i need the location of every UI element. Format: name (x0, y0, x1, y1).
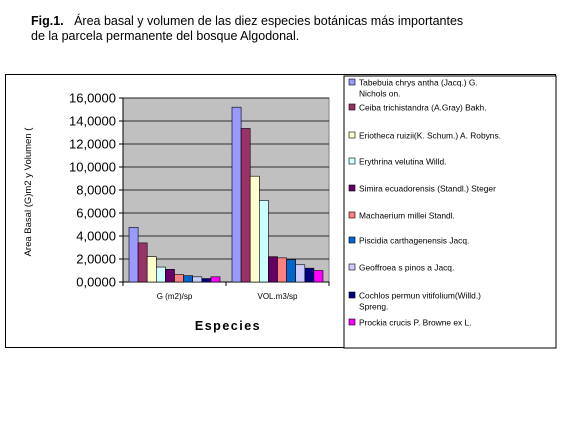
legend-swatch (348, 131, 356, 139)
bar (165, 269, 175, 283)
legend-label-line: Piscidia carthagenensis Jacq. (359, 236, 469, 246)
legend-label: Piscidia carthagenensis Jacq. (359, 236, 469, 246)
y-tick-label: 12,0000 (69, 137, 116, 152)
bar (128, 227, 139, 283)
bar (277, 257, 287, 283)
legend-label: Machaerium millei Standl. (359, 211, 455, 221)
y-tick-label: 10,0000 (69, 160, 116, 175)
legend-label-line: Tabebuia chrys antha (Jacq.) G. (359, 78, 478, 88)
bar (192, 276, 203, 283)
legend-label-line: Ceiba trichistandra (A.Gray) Bakh. (359, 103, 487, 113)
x-tick-label: G (m2)/sp (157, 292, 193, 301)
figure-caption: Fig.1. Área basal y volumen de las diez … (31, 14, 551, 44)
legend-label: Simira ecuadorensis (Standl.) Steger (359, 184, 496, 194)
legend-label: Cochlos permun vitifolium(Willd.) Spreng. (359, 291, 481, 312)
figure-label: Fig.1. (31, 14, 64, 28)
bar (137, 242, 148, 283)
bar (210, 276, 221, 283)
legend-swatch (348, 184, 356, 192)
legend-label: Geoffroea s pinos a Jacq. (359, 263, 454, 273)
caption-line-1: Fig.1. Área basal y volumen de las diez … (31, 14, 551, 29)
bar (174, 274, 184, 283)
legend-label: Tabebuia chrys antha (Jacq.) G. Nichols o… (359, 78, 478, 99)
legend-swatch (348, 103, 356, 111)
legend-label-line: Eriotheca ruizii(K. Schum.) A. Robyns. (359, 131, 501, 141)
legend-swatch (348, 263, 356, 271)
legend-swatch (348, 157, 356, 165)
legend-swatch (348, 78, 356, 86)
legend-label-line: Spreng. (359, 302, 388, 312)
y-tick-label: 0,0000 (76, 275, 116, 290)
caption-text-1: Área basal y volumen de las diez especie… (74, 14, 464, 28)
legend-label-line: Geoffroea s pinos a Jacq. (359, 263, 454, 273)
y-tick-label: 4,0000 (76, 229, 116, 244)
bar (268, 256, 278, 283)
bar (183, 275, 194, 283)
bar (295, 264, 306, 283)
y-tick-label: 8,0000 (76, 183, 116, 198)
bar (286, 259, 297, 283)
y-tick-label: 14,0000 (69, 114, 116, 129)
legend-label: Eriotheca ruizii(K. Schum.) A. Robyns. (359, 131, 501, 141)
legend-label-line: Erythrina velutina Willd. (359, 157, 447, 167)
bar (249, 175, 260, 283)
bar (304, 267, 315, 283)
bar (313, 270, 324, 283)
legend-box (343, 75, 557, 349)
legend-swatch (348, 318, 356, 326)
legend-label: Ceiba trichistandra (A.Gray) Bakh. (359, 103, 487, 113)
legend-swatch (348, 291, 356, 299)
caption-line-2: de la parcela permanente del bosque Algo… (31, 29, 300, 43)
legend-label-line: Cochlos permun vitifolium(Willd.) (359, 291, 481, 301)
legend-label-line: Machaerium millei Standl. (359, 211, 455, 221)
y-tick-label: 6,0000 (76, 206, 116, 221)
x-tick-label: VOL.m3/sp (257, 292, 298, 301)
bar (156, 266, 166, 283)
legend-label-line: Prockia crucis P. Browne ex L. (359, 318, 472, 328)
legend-label-line: Simira ecuadorensis (Standl.) Steger (359, 184, 496, 194)
legend-label: Prockia crucis P. Browne ex L. (359, 318, 472, 328)
legend-swatch (348, 211, 356, 219)
bar (258, 200, 269, 283)
legend-label-line: Nichols on. (359, 89, 400, 99)
bar (201, 278, 212, 283)
legend-swatch (348, 236, 356, 244)
bar (146, 256, 157, 283)
y-tick-label: 2,0000 (76, 252, 116, 267)
legend-label: Erythrina velutina Willd. (359, 157, 447, 167)
x-axis-title: Especies (195, 319, 261, 333)
bar (240, 128, 251, 283)
y-axis-title: Area Basal (G)m2 y Volumen ( (23, 127, 34, 257)
y-tick-label: 16,0000 (69, 91, 116, 106)
bar (231, 106, 242, 283)
